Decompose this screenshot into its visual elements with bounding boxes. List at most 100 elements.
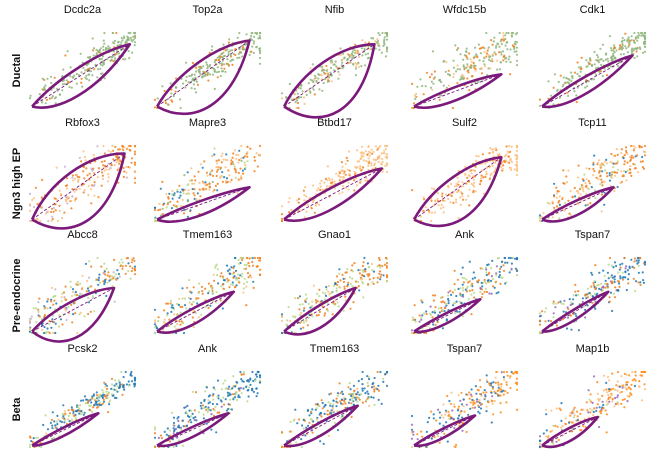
cell-point <box>385 50 389 53</box>
cell-point <box>454 445 457 449</box>
cell-point <box>121 383 124 386</box>
cell-point <box>630 154 633 157</box>
cell-point <box>200 407 203 410</box>
cell-point <box>474 165 477 168</box>
cell-point <box>376 38 379 41</box>
cell-point <box>347 53 350 56</box>
cell-point <box>241 47 244 50</box>
cell-point <box>106 396 109 400</box>
cell-point <box>210 413 213 416</box>
cell-point <box>381 264 384 268</box>
cell-point <box>589 400 593 403</box>
cell-point <box>63 211 66 214</box>
panel-title: Tspan7 <box>447 343 482 355</box>
cell-point <box>110 387 113 390</box>
cell-point <box>457 417 460 420</box>
cell-point <box>56 414 59 417</box>
cell-point <box>353 389 356 392</box>
cell-point <box>177 303 181 307</box>
cell-point <box>610 264 614 267</box>
cell-point <box>153 326 157 329</box>
cell-point <box>131 51 134 54</box>
cell-point <box>432 299 435 302</box>
cell-point <box>590 285 593 288</box>
cell-point <box>502 31 505 35</box>
cell-point <box>120 36 123 40</box>
cell-point <box>367 283 370 286</box>
cell-point <box>71 174 74 177</box>
phase-panel: Abcc8 <box>28 229 137 343</box>
cell-point <box>410 414 414 418</box>
cell-point <box>453 405 456 408</box>
cell-point <box>225 179 228 182</box>
cell-point <box>305 195 308 198</box>
cell-point <box>459 287 462 290</box>
cell-point <box>294 100 297 104</box>
cell-point <box>585 59 588 62</box>
cell-point <box>86 279 89 282</box>
cell-point <box>381 170 384 173</box>
cell-point <box>477 279 480 282</box>
cell-point <box>589 293 592 296</box>
cell-point <box>586 287 590 290</box>
cell-point <box>225 153 228 156</box>
cell-point <box>115 382 118 385</box>
cell-point <box>199 163 203 166</box>
cell-point <box>640 399 644 402</box>
cell-point <box>500 388 503 391</box>
cell-point <box>384 31 387 35</box>
cell-point <box>485 52 489 55</box>
cell-point <box>612 266 615 269</box>
cell-point <box>452 417 455 421</box>
cell-point <box>175 302 178 305</box>
cell-point <box>555 192 559 195</box>
cell-point <box>176 417 179 420</box>
cell-point <box>125 383 128 386</box>
cell-point <box>588 57 592 60</box>
cell-point <box>496 68 499 71</box>
cell-point <box>576 410 579 413</box>
cell-point <box>385 279 389 282</box>
cell-point <box>211 300 215 303</box>
phase-panel: Ank <box>410 229 519 335</box>
cell-point <box>358 289 361 292</box>
cell-point <box>616 160 619 163</box>
fitted-phase-curve <box>31 43 132 109</box>
cell-point <box>82 399 85 402</box>
cell-point <box>576 202 579 205</box>
cell-point <box>503 54 506 57</box>
cell-point <box>383 38 386 41</box>
cell-point <box>568 78 571 81</box>
fitted-phase-curve <box>283 286 357 336</box>
cell-point <box>426 421 429 424</box>
cell-point <box>514 257 517 260</box>
cell-point <box>337 70 340 73</box>
cell-point <box>238 158 241 162</box>
steady-state-line <box>31 153 125 220</box>
cell-point <box>607 277 610 280</box>
steady-state-line <box>541 416 598 446</box>
cell-point <box>133 161 137 164</box>
cell-point <box>562 302 565 306</box>
cell-point <box>232 52 235 56</box>
cell-point <box>256 392 259 395</box>
cell-point <box>227 407 230 410</box>
fitted-phase-curve <box>156 290 236 334</box>
cell-point <box>545 429 548 432</box>
cell-point <box>471 282 474 285</box>
cell-point <box>507 151 510 154</box>
cell-point <box>78 313 81 316</box>
cell-point <box>101 396 104 400</box>
cell-point <box>205 171 208 174</box>
cell-point <box>205 61 208 64</box>
cell-point <box>637 261 640 264</box>
cell-point <box>577 192 580 195</box>
cell-point <box>468 204 471 207</box>
cell-point <box>163 318 166 321</box>
cell-point <box>504 44 507 47</box>
cell-point <box>479 177 483 180</box>
cell-point <box>627 273 631 276</box>
cell-point <box>538 98 542 101</box>
steady-state-line <box>31 43 130 107</box>
cell-point <box>51 427 54 430</box>
